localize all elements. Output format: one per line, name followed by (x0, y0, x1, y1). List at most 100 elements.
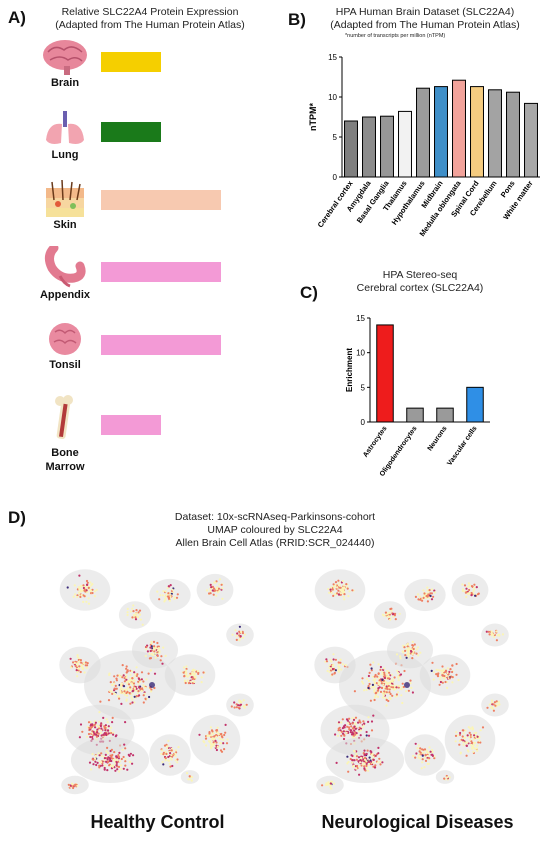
cell-point (132, 754, 135, 757)
cell-point (215, 586, 219, 589)
cell-point (430, 669, 433, 672)
cell-point (385, 698, 388, 701)
cell-point (162, 753, 165, 756)
cell-point (337, 593, 341, 596)
cell-point (331, 667, 334, 671)
cell-point (99, 700, 102, 703)
cell-point (353, 725, 356, 728)
cell-point (95, 588, 98, 591)
bar-vascular-cells (466, 386, 484, 423)
cell-point (472, 588, 476, 591)
cell-point (78, 667, 81, 670)
panel-d-title-line2: UMAP coloured by SLC22A4 (207, 524, 343, 536)
cell-point (350, 729, 353, 732)
cell-point (110, 748, 113, 751)
cell-point (368, 756, 371, 759)
cell-point (351, 722, 354, 725)
cell-point (404, 649, 407, 652)
cell-point (336, 586, 339, 589)
cell-point (440, 669, 443, 672)
cell-point (209, 726, 212, 729)
y-axis-label: Enrichment (345, 348, 354, 392)
cell-point (473, 732, 476, 735)
cell-point (222, 738, 225, 741)
cell-point (91, 588, 94, 591)
cell-point (422, 596, 425, 599)
cell-point (341, 663, 344, 666)
cell-point (125, 667, 128, 670)
cell-point (427, 593, 430, 596)
cell-point (209, 741, 212, 744)
cell-point (481, 726, 485, 729)
cell-point (174, 749, 177, 752)
cell-point (347, 726, 351, 729)
cell-point (159, 594, 162, 597)
cell-point (370, 760, 373, 763)
cell-point (121, 688, 124, 691)
cell-point (131, 684, 135, 687)
cell-point (383, 671, 386, 674)
cell-point (441, 681, 444, 684)
cell-point (80, 661, 83, 664)
bar-neurons (436, 407, 454, 423)
cell-point (373, 766, 377, 769)
cell-point (367, 716, 370, 719)
cell-point (183, 679, 187, 682)
cell-point (123, 743, 126, 746)
cell-point (129, 610, 132, 613)
cell-point (379, 690, 383, 693)
cell-point (100, 754, 103, 757)
x-tick-label: Pons (499, 179, 517, 199)
cell-point (400, 686, 403, 689)
cell-point (98, 720, 101, 723)
cell-point (170, 754, 173, 757)
cell-point (169, 756, 172, 759)
cell-point (325, 782, 328, 785)
cell-point (171, 764, 174, 768)
cell-point (100, 761, 103, 764)
cell-point (129, 673, 132, 676)
cell-point (92, 724, 96, 727)
cell-point (79, 659, 82, 662)
cell-point (215, 735, 218, 738)
cell-point (372, 661, 375, 664)
cell-point (104, 764, 107, 767)
cell-point (114, 769, 117, 772)
cell-point (373, 681, 376, 684)
cell-point (107, 732, 110, 735)
cell-point (345, 731, 348, 734)
cell-point (89, 735, 92, 739)
cell-point (134, 618, 138, 621)
y-axis-label: nTPM* (308, 103, 318, 131)
cell-point (185, 665, 188, 668)
cell-point (407, 647, 410, 650)
cell-point (106, 746, 109, 749)
cell-point (469, 738, 472, 741)
cell-point (386, 675, 389, 678)
cell-point (375, 691, 378, 694)
cell-point (355, 732, 358, 735)
cell-point (99, 731, 102, 734)
cell-point (168, 599, 171, 602)
cell-point (170, 592, 173, 595)
cell-point (104, 724, 107, 727)
cell-point (338, 582, 341, 585)
cell-point (476, 744, 479, 747)
cell-point (438, 669, 441, 672)
cell-point (113, 692, 116, 695)
cell-point (167, 759, 170, 762)
cell-point (388, 613, 391, 616)
cell-point (106, 760, 110, 763)
cell-point (460, 738, 463, 741)
cell-point (347, 760, 350, 764)
cell-point (128, 760, 131, 764)
cell-point (373, 689, 376, 692)
cell-point (384, 611, 387, 614)
cell-point (446, 667, 449, 670)
cell-point (223, 733, 226, 737)
cell-point (78, 591, 81, 594)
cell-point (348, 590, 351, 593)
cell-point (204, 737, 208, 740)
cell-point (174, 752, 177, 755)
cell-point (93, 590, 97, 593)
